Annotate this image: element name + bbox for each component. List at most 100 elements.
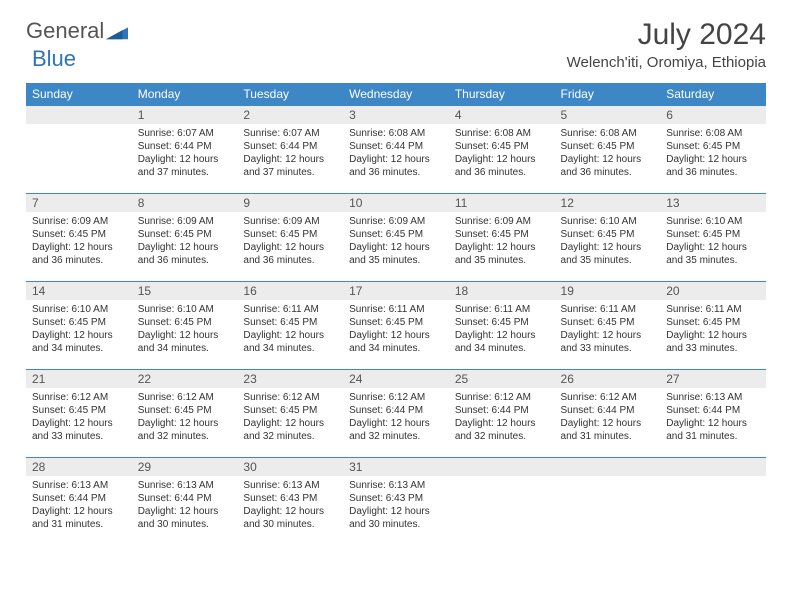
calendar-day-cell (660, 458, 766, 546)
day-number: 2 (237, 106, 343, 124)
day-number: 26 (555, 370, 661, 388)
day-number: 22 (132, 370, 238, 388)
calendar-day-cell: 11Sunrise: 6:09 AMSunset: 6:45 PMDayligh… (449, 194, 555, 282)
calendar-day-cell: 24Sunrise: 6:12 AMSunset: 6:44 PMDayligh… (343, 370, 449, 458)
calendar-day-cell: 14Sunrise: 6:10 AMSunset: 6:45 PMDayligh… (26, 282, 132, 370)
calendar-day-cell: 26Sunrise: 6:12 AMSunset: 6:44 PMDayligh… (555, 370, 661, 458)
day-number: 1 (132, 106, 238, 124)
brand-part2: Blue (32, 46, 76, 72)
calendar-header-row: SundayMondayTuesdayWednesdayThursdayFrid… (26, 83, 766, 106)
calendar-day-cell: 13Sunrise: 6:10 AMSunset: 6:45 PMDayligh… (660, 194, 766, 282)
brand-part1: General (26, 18, 104, 44)
day-number: 4 (449, 106, 555, 124)
calendar-week-row: 14Sunrise: 6:10 AMSunset: 6:45 PMDayligh… (26, 282, 766, 370)
day-number: 10 (343, 194, 449, 212)
day-number: 25 (449, 370, 555, 388)
calendar-day-cell: 18Sunrise: 6:11 AMSunset: 6:45 PMDayligh… (449, 282, 555, 370)
calendar-day-cell: 28Sunrise: 6:13 AMSunset: 6:44 PMDayligh… (26, 458, 132, 546)
calendar-week-row: 7Sunrise: 6:09 AMSunset: 6:45 PMDaylight… (26, 194, 766, 282)
calendar-day-cell: 6Sunrise: 6:08 AMSunset: 6:45 PMDaylight… (660, 106, 766, 194)
calendar-week-row: 28Sunrise: 6:13 AMSunset: 6:44 PMDayligh… (26, 458, 766, 546)
day-number: 20 (660, 282, 766, 300)
day-number: 21 (26, 370, 132, 388)
day-number: 13 (660, 194, 766, 212)
calendar-day-cell: 1Sunrise: 6:07 AMSunset: 6:44 PMDaylight… (132, 106, 238, 194)
brand-logo: General (26, 18, 128, 44)
day-details: Sunrise: 6:09 AMSunset: 6:45 PMDaylight:… (132, 212, 238, 271)
day-details: Sunrise: 6:13 AMSunset: 6:44 PMDaylight:… (132, 476, 238, 535)
day-details: Sunrise: 6:12 AMSunset: 6:45 PMDaylight:… (26, 388, 132, 447)
calendar-day-cell: 7Sunrise: 6:09 AMSunset: 6:45 PMDaylight… (26, 194, 132, 282)
day-number: 5 (555, 106, 661, 124)
weekday-header: Wednesday (343, 83, 449, 106)
day-number: 24 (343, 370, 449, 388)
day-details: Sunrise: 6:11 AMSunset: 6:45 PMDaylight:… (237, 300, 343, 359)
calendar-day-cell: 9Sunrise: 6:09 AMSunset: 6:45 PMDaylight… (237, 194, 343, 282)
day-number: 30 (237, 458, 343, 476)
day-details: Sunrise: 6:13 AMSunset: 6:44 PMDaylight:… (26, 476, 132, 535)
calendar-week-row: 21Sunrise: 6:12 AMSunset: 6:45 PMDayligh… (26, 370, 766, 458)
day-details: Sunrise: 6:11 AMSunset: 6:45 PMDaylight:… (660, 300, 766, 359)
calendar-week-row: 1Sunrise: 6:07 AMSunset: 6:44 PMDaylight… (26, 106, 766, 194)
day-number: 18 (449, 282, 555, 300)
day-details: Sunrise: 6:11 AMSunset: 6:45 PMDaylight:… (343, 300, 449, 359)
day-details: Sunrise: 6:09 AMSunset: 6:45 PMDaylight:… (237, 212, 343, 271)
day-details: Sunrise: 6:08 AMSunset: 6:45 PMDaylight:… (660, 124, 766, 183)
calendar-day-cell: 27Sunrise: 6:13 AMSunset: 6:44 PMDayligh… (660, 370, 766, 458)
logo-triangle-icon (106, 22, 128, 40)
day-details: Sunrise: 6:09 AMSunset: 6:45 PMDaylight:… (343, 212, 449, 271)
calendar-day-cell: 20Sunrise: 6:11 AMSunset: 6:45 PMDayligh… (660, 282, 766, 370)
calendar-table: SundayMondayTuesdayWednesdayThursdayFrid… (26, 83, 766, 546)
day-details: Sunrise: 6:13 AMSunset: 6:44 PMDaylight:… (660, 388, 766, 447)
day-number: 7 (26, 194, 132, 212)
location-text: Welench'iti, Oromiya, Ethiopia (567, 54, 766, 71)
calendar-day-cell: 8Sunrise: 6:09 AMSunset: 6:45 PMDaylight… (132, 194, 238, 282)
weekday-header: Sunday (26, 83, 132, 106)
calendar-day-cell: 12Sunrise: 6:10 AMSunset: 6:45 PMDayligh… (555, 194, 661, 282)
calendar-day-cell (449, 458, 555, 546)
day-number: 3 (343, 106, 449, 124)
calendar-body: 1Sunrise: 6:07 AMSunset: 6:44 PMDaylight… (26, 106, 766, 546)
day-details: Sunrise: 6:13 AMSunset: 6:43 PMDaylight:… (343, 476, 449, 535)
day-number: 27 (660, 370, 766, 388)
header: General July 2024 Welench'iti, Oromiya, … (26, 18, 766, 77)
day-number-empty (26, 106, 132, 124)
calendar-day-cell: 30Sunrise: 6:13 AMSunset: 6:43 PMDayligh… (237, 458, 343, 546)
calendar-day-cell: 29Sunrise: 6:13 AMSunset: 6:44 PMDayligh… (132, 458, 238, 546)
day-details: Sunrise: 6:08 AMSunset: 6:45 PMDaylight:… (449, 124, 555, 183)
day-details: Sunrise: 6:08 AMSunset: 6:45 PMDaylight:… (555, 124, 661, 183)
calendar-day-cell: 19Sunrise: 6:11 AMSunset: 6:45 PMDayligh… (555, 282, 661, 370)
day-number: 23 (237, 370, 343, 388)
day-number: 11 (449, 194, 555, 212)
weekday-header: Thursday (449, 83, 555, 106)
day-number: 15 (132, 282, 238, 300)
weekday-header: Monday (132, 83, 238, 106)
day-details: Sunrise: 6:12 AMSunset: 6:44 PMDaylight:… (449, 388, 555, 447)
day-details: Sunrise: 6:10 AMSunset: 6:45 PMDaylight:… (26, 300, 132, 359)
weekday-header: Tuesday (237, 83, 343, 106)
day-details: Sunrise: 6:09 AMSunset: 6:45 PMDaylight:… (26, 212, 132, 271)
day-details: Sunrise: 6:07 AMSunset: 6:44 PMDaylight:… (237, 124, 343, 183)
day-number: 29 (132, 458, 238, 476)
calendar-day-cell: 15Sunrise: 6:10 AMSunset: 6:45 PMDayligh… (132, 282, 238, 370)
month-title: July 2024 (567, 18, 766, 52)
day-number-empty (555, 458, 661, 476)
day-details: Sunrise: 6:09 AMSunset: 6:45 PMDaylight:… (449, 212, 555, 271)
weekday-header: Saturday (660, 83, 766, 106)
day-details: Sunrise: 6:13 AMSunset: 6:43 PMDaylight:… (237, 476, 343, 535)
day-number: 12 (555, 194, 661, 212)
calendar-day-cell: 5Sunrise: 6:08 AMSunset: 6:45 PMDaylight… (555, 106, 661, 194)
calendar-day-cell (26, 106, 132, 194)
day-details: Sunrise: 6:12 AMSunset: 6:44 PMDaylight:… (555, 388, 661, 447)
day-number: 8 (132, 194, 238, 212)
day-details: Sunrise: 6:10 AMSunset: 6:45 PMDaylight:… (555, 212, 661, 271)
day-details: Sunrise: 6:11 AMSunset: 6:45 PMDaylight:… (449, 300, 555, 359)
day-number: 9 (237, 194, 343, 212)
calendar-day-cell: 16Sunrise: 6:11 AMSunset: 6:45 PMDayligh… (237, 282, 343, 370)
weekday-header: Friday (555, 83, 661, 106)
day-details: Sunrise: 6:10 AMSunset: 6:45 PMDaylight:… (132, 300, 238, 359)
title-block: July 2024 Welench'iti, Oromiya, Ethiopia (567, 18, 766, 77)
calendar-day-cell: 23Sunrise: 6:12 AMSunset: 6:45 PMDayligh… (237, 370, 343, 458)
calendar-day-cell: 4Sunrise: 6:08 AMSunset: 6:45 PMDaylight… (449, 106, 555, 194)
day-number: 6 (660, 106, 766, 124)
